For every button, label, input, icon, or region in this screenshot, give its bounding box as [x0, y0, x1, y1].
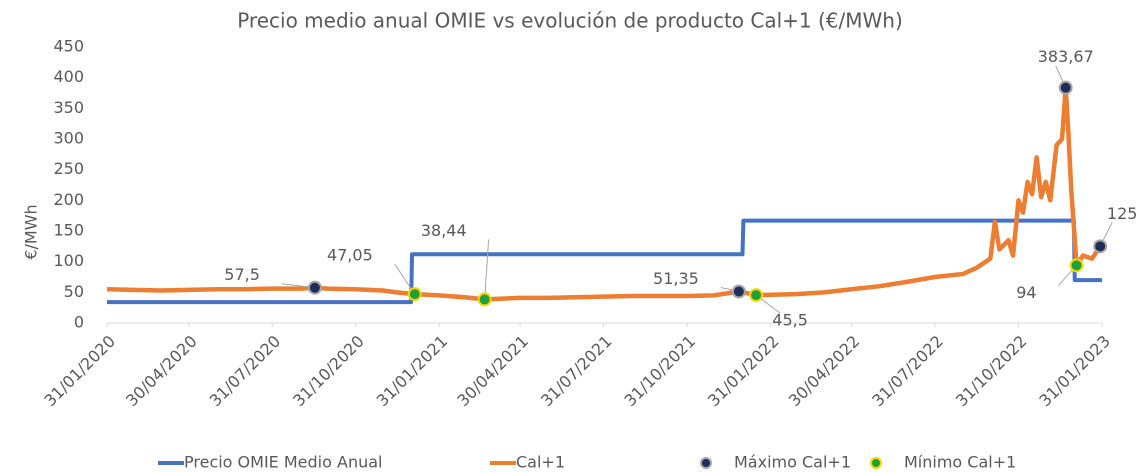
y-tick-label: 250	[53, 159, 84, 178]
legend-label: Cal+1	[516, 453, 565, 472]
marker	[307, 280, 322, 295]
x-tick-label: 31/01/2023	[1035, 332, 1114, 411]
legend-swatch	[700, 457, 712, 469]
series-line	[106, 85, 1103, 302]
x-tick-label: 31/07/2021	[537, 332, 616, 411]
y-tick-label: 100	[53, 251, 84, 270]
x-tick-label: 31/07/2022	[868, 332, 947, 411]
legend-label: Precio OMIE Medio Anual	[184, 453, 382, 472]
chart-title: Precio medio anual OMIE vs evolución de …	[237, 9, 903, 33]
data-label: 57,5	[224, 265, 260, 284]
x-tick-label: 31/01/2022	[704, 332, 783, 411]
x-tick-label: 31/10/2020	[289, 332, 368, 411]
y-tick-label: 450	[53, 37, 84, 56]
y-tick-label: 50	[64, 282, 84, 301]
legend-swatch	[870, 457, 882, 469]
marker	[731, 284, 746, 299]
y-tick-label: 0	[74, 313, 84, 332]
x-tick-label: 30/04/2021	[453, 332, 532, 411]
y-tick-label: 150	[53, 221, 84, 240]
marker	[407, 287, 422, 302]
y-axis-label: €/MWh	[22, 204, 41, 259]
x-tick-label: 31/10/2021	[620, 332, 699, 411]
x-tick-label: 31/10/2022	[952, 332, 1031, 411]
y-tick-label: 350	[53, 98, 84, 117]
data-label: 94	[1016, 283, 1036, 302]
y-tick-label: 400	[53, 67, 84, 86]
data-label: 125	[1107, 204, 1138, 223]
marker	[1069, 258, 1084, 273]
y-tick-label: 200	[53, 190, 84, 209]
data-label: 38,44	[421, 221, 467, 240]
legend-label: Máximo Cal+1	[734, 453, 851, 472]
x-tick-label: 31/01/2020	[40, 332, 119, 411]
legend-label: Mínimo Cal+1	[904, 453, 1016, 472]
x-tick-label: 31/01/2021	[373, 332, 452, 411]
marker	[1058, 80, 1073, 95]
marker	[1093, 239, 1108, 254]
marker	[749, 288, 764, 303]
data-label: 47,05	[327, 246, 373, 265]
y-tick-label: 300	[53, 129, 84, 148]
data-label: 45,5	[772, 311, 808, 330]
x-tick-label: 30/04/2022	[785, 332, 864, 411]
marker	[477, 292, 492, 307]
x-tick-label: 30/04/2020	[122, 332, 201, 411]
leader-line	[484, 239, 490, 300]
data-label: 51,35	[653, 269, 699, 288]
x-tick-label: 31/07/2020	[206, 332, 285, 411]
data-label: 383,67	[1038, 47, 1094, 66]
